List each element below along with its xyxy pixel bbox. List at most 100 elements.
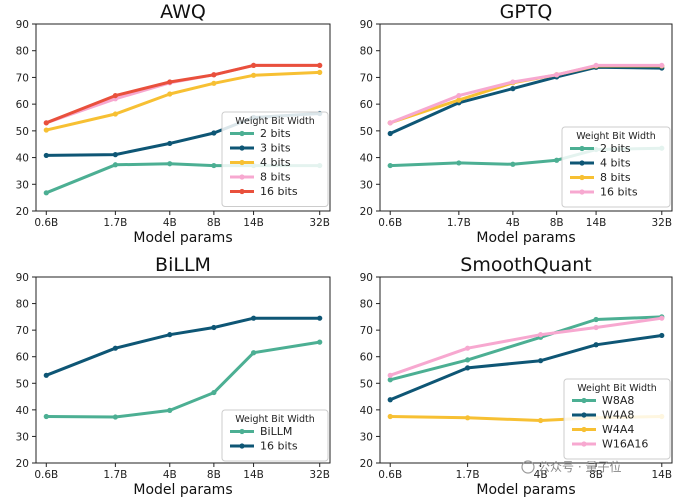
x-tick-label: 1.7B — [456, 469, 480, 481]
chart-panel-3: BiLLM 20 30 40 50 60 70 80 90 0.6B 1.7B 4B 8B 14B 32B M… — [16, 254, 331, 498]
data-point — [211, 130, 217, 136]
x-tick-label: 32B — [651, 217, 672, 229]
legend-box — [221, 111, 329, 207]
data-point — [510, 86, 516, 92]
x-tick-label: 14B — [586, 217, 607, 229]
data-point — [456, 97, 462, 103]
data-point — [465, 345, 471, 351]
data-point — [43, 152, 49, 159]
series-w16a16 — [387, 315, 665, 378]
x-tick-label: 32B — [309, 217, 330, 229]
data-point — [659, 315, 665, 321]
data-point — [43, 413, 49, 420]
watermark: 公众号 · 量子位 — [521, 459, 621, 474]
legend-title: Weight Bit Width — [235, 116, 315, 127]
legend-entry: 2 bits — [600, 142, 631, 155]
legend-entry: W8A8 — [602, 394, 634, 407]
series-line — [389, 65, 662, 135]
plot-frame — [35, 23, 331, 212]
data-point — [167, 161, 173, 167]
data-point — [387, 372, 393, 378]
data-point — [167, 79, 173, 85]
chart-panel-4: SmoothQuant 20 30 40 50 60 70 80 90 0.6B 1.7B 4B 8B 1… — [360, 254, 673, 498]
series-line — [46, 340, 320, 419]
x-tick-label: 1.7B — [103, 217, 127, 229]
data-point — [554, 157, 560, 163]
y-tick-label: 20 — [16, 458, 29, 470]
y-tick-label: 90 — [16, 19, 29, 31]
data-point — [317, 339, 323, 345]
data-point — [387, 397, 393, 403]
data-point — [456, 92, 462, 99]
data-point — [211, 324, 217, 331]
y-tick-label: 80 — [360, 46, 373, 58]
y-tick-label: 90 — [16, 272, 29, 284]
x-tick-label: 4B — [163, 469, 177, 481]
y-tick-label: 30 — [360, 179, 373, 191]
x-tick-label: 4B — [534, 469, 548, 481]
chart-title: GPTQ — [500, 1, 553, 23]
y-tick-label: 60 — [360, 99, 373, 111]
chart-title: SmoothQuant — [460, 254, 591, 276]
data-point — [465, 365, 471, 371]
data-point — [211, 389, 217, 396]
x-axis-label: Model params — [133, 482, 232, 498]
data-point — [538, 332, 544, 338]
y-tick-label: 20 — [16, 206, 29, 218]
data-point — [43, 372, 49, 378]
legend-entry: 4 bits — [260, 156, 291, 169]
legend-title: Weight Bit Width — [577, 383, 657, 394]
legend-marker — [239, 130, 245, 137]
y-tick-label: 40 — [360, 405, 373, 417]
data-point — [554, 72, 560, 78]
x-tick-label: 4B — [506, 217, 520, 229]
data-point — [211, 162, 217, 169]
x-axis-label: Model params — [476, 482, 575, 498]
y-tick-label: 20 — [360, 206, 373, 218]
legend-marker — [579, 160, 585, 166]
legend-entry: 8 bits — [260, 171, 291, 184]
plot-frame — [379, 276, 673, 464]
y-tick-label: 50 — [16, 126, 29, 138]
chart-title: BiLLM — [155, 254, 211, 276]
y-tick-label: 80 — [16, 46, 29, 58]
data-point — [510, 161, 516, 167]
legend-marker — [239, 428, 245, 435]
data-point — [317, 315, 323, 321]
data-point — [387, 162, 393, 169]
data-point — [43, 190, 49, 196]
x-tick-label: 4B — [163, 217, 177, 229]
legend-marker — [581, 441, 587, 447]
y-tick-label: 60 — [16, 352, 29, 364]
data-point — [43, 120, 49, 126]
y-tick-label: 30 — [360, 431, 373, 443]
y-tick-label: 90 — [360, 272, 373, 284]
plot-frame — [35, 276, 331, 464]
data-point — [167, 91, 173, 97]
x-tick-label: 8B — [207, 217, 221, 229]
series-16-bits — [387, 62, 665, 126]
x-tick-label: 1.7B — [103, 469, 127, 481]
data-point — [387, 377, 393, 383]
data-point — [167, 407, 173, 413]
legend-marker — [239, 188, 245, 195]
y-tick-label: 70 — [16, 325, 29, 337]
data-point — [211, 80, 217, 86]
data-point — [43, 127, 49, 133]
series-4-bits — [387, 64, 665, 137]
data-point — [112, 414, 118, 420]
y-tick-label: 50 — [360, 126, 373, 138]
data-point — [317, 69, 323, 75]
legend-entry: 16 bits — [600, 186, 638, 199]
data-point — [250, 62, 257, 69]
series-16-bits — [43, 315, 323, 378]
legend-entry: 16 bits — [260, 185, 298, 198]
data-point — [593, 324, 599, 331]
watermark-text: 公众号 · 量子位 — [538, 459, 621, 474]
x-tick-label: 14B — [243, 469, 264, 481]
x-tick-label: 32B — [309, 469, 330, 481]
series-line — [389, 315, 662, 382]
